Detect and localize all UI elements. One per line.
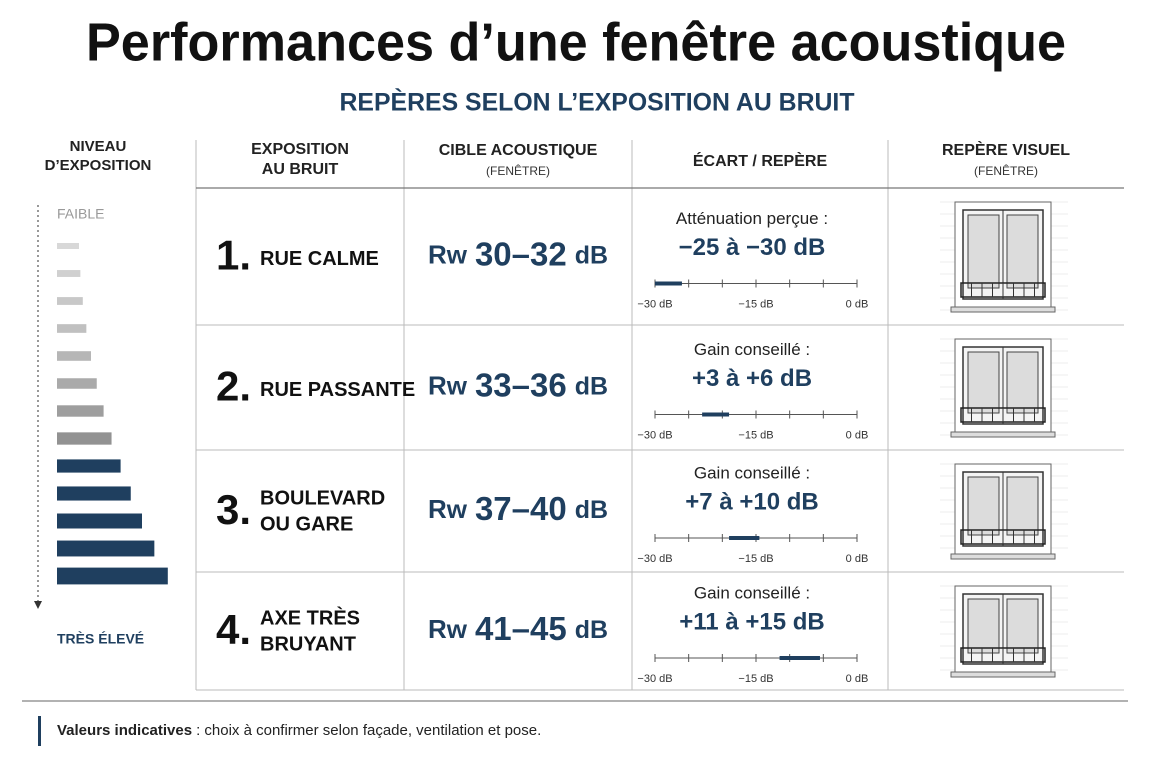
target-value: 33–36 (475, 366, 567, 403)
target-prefix: Rw (428, 614, 468, 644)
scale-label: −30 dB (637, 673, 672, 685)
gap-caption: Atténuation perçue : (676, 209, 828, 228)
exposure-bar (57, 378, 97, 389)
exposure-arrowhead (34, 601, 42, 609)
row-label: RUE PASSANTE (260, 379, 415, 401)
column-title: ÉCART / REPÈRE (693, 151, 828, 170)
target: Rw 41–45 dB (428, 610, 608, 647)
window-sill (950, 553, 1056, 560)
window-sill (950, 431, 1056, 438)
exposure-bar (57, 351, 91, 361)
exposure-bar (57, 405, 104, 417)
exposure-bar (57, 270, 81, 277)
target-prefix: Rw (428, 370, 468, 400)
target-unit: dB (575, 372, 608, 400)
scale-label: −15 dB (738, 553, 773, 565)
footer-bold: Valeurs indicatives (57, 722, 192, 739)
window-pane (1006, 214, 1039, 289)
exposure-bar (57, 459, 121, 473)
target-value: 37–40 (475, 490, 567, 527)
footer: Valeurs indicatives: choix à confirmer s… (57, 722, 541, 739)
exposure-bar (57, 243, 79, 249)
window-sill (950, 306, 1056, 313)
row-label: BOULEVARD (260, 487, 385, 509)
exposure-low: FAIBLE (57, 206, 104, 222)
window-pane (1006, 598, 1039, 654)
window-pane (967, 598, 1000, 654)
window-sill (950, 671, 1056, 678)
column-title: CIBLE ACOUSTIQUE (439, 142, 598, 159)
window-pane (967, 476, 1000, 536)
gap-value: +7 à +10 dB (685, 488, 818, 515)
exposure-bar (57, 567, 168, 585)
row-label: RUE CALME (260, 248, 379, 270)
exposure-title: NIVEAU (70, 138, 127, 155)
exposure-bar (57, 486, 131, 501)
row-label: BRUYANT (260, 633, 356, 655)
gap-caption: Gain conseillé : (694, 463, 810, 482)
gap-value: +3 à +6 dB (692, 365, 812, 392)
column-title: REPÈRE VISUEL (942, 140, 1070, 159)
window-pane (1006, 476, 1039, 536)
scale-label: −15 dB (738, 429, 773, 441)
target-value: 30–32 (475, 235, 567, 272)
target-unit: dB (575, 616, 608, 644)
exposure-bar (57, 297, 83, 305)
exposure-bar (57, 324, 87, 333)
exposure-title: D’EXPOSITION (45, 157, 152, 174)
exposure-bar (57, 432, 112, 445)
target: Rw 37–40 dB (428, 490, 608, 527)
exposure-high: TRÈS ÉLEVÉ (57, 631, 144, 647)
column-title: AU BRUIT (262, 161, 339, 178)
scale-label: 0 dB (846, 553, 869, 565)
scale-label: −15 dB (738, 673, 773, 685)
row-number: 1. (216, 232, 251, 279)
gap-caption: Gain conseillé : (694, 583, 810, 602)
target-prefix: Rw (428, 239, 468, 269)
gap-caption: Gain conseillé : (694, 340, 810, 359)
scale-label: −30 dB (637, 298, 672, 310)
window-pane (967, 214, 1000, 289)
row-number: 2. (216, 363, 251, 410)
subtitle: REPÈRES SELON L’EXPOSITION AU BRUIT (340, 88, 855, 117)
scale-label: −15 dB (738, 298, 773, 310)
gap-value: +11 à +15 dB (679, 608, 824, 635)
target-unit: dB (575, 241, 608, 269)
target: Rw 33–36 dB (428, 366, 608, 403)
target-prefix: Rw (428, 494, 468, 524)
window-pane (967, 351, 1000, 414)
scale-label: 0 dB (846, 673, 869, 685)
exposure-bar (57, 540, 155, 557)
row-number: 3. (216, 486, 251, 533)
scale-label: 0 dB (846, 429, 869, 441)
column-note: (FENÊTRE) (974, 163, 1038, 178)
scale-label: 0 dB (846, 298, 869, 310)
footer-accent (38, 716, 41, 746)
row-label: AXE TRÈS (260, 606, 360, 629)
column-note: (FENÊTRE) (486, 163, 550, 178)
scale-label: −30 dB (637, 429, 672, 441)
target-value: 41–45 (475, 610, 567, 647)
exposure-bar (57, 513, 142, 529)
title: Performances d’une fenêtre acoustique (86, 12, 1066, 72)
scale-label: −30 dB (637, 553, 672, 565)
row-number: 4. (216, 606, 251, 653)
gap-value: −25 à −30 dB (679, 234, 826, 261)
target-unit: dB (575, 496, 608, 524)
target: Rw 30–32 dB (428, 235, 608, 272)
window-pane (1006, 351, 1039, 414)
row-label: OU GARE (260, 513, 353, 535)
column-title: EXPOSITION (251, 141, 349, 158)
footer-text: : choix à confirmer selon façade, ventil… (196, 722, 541, 739)
